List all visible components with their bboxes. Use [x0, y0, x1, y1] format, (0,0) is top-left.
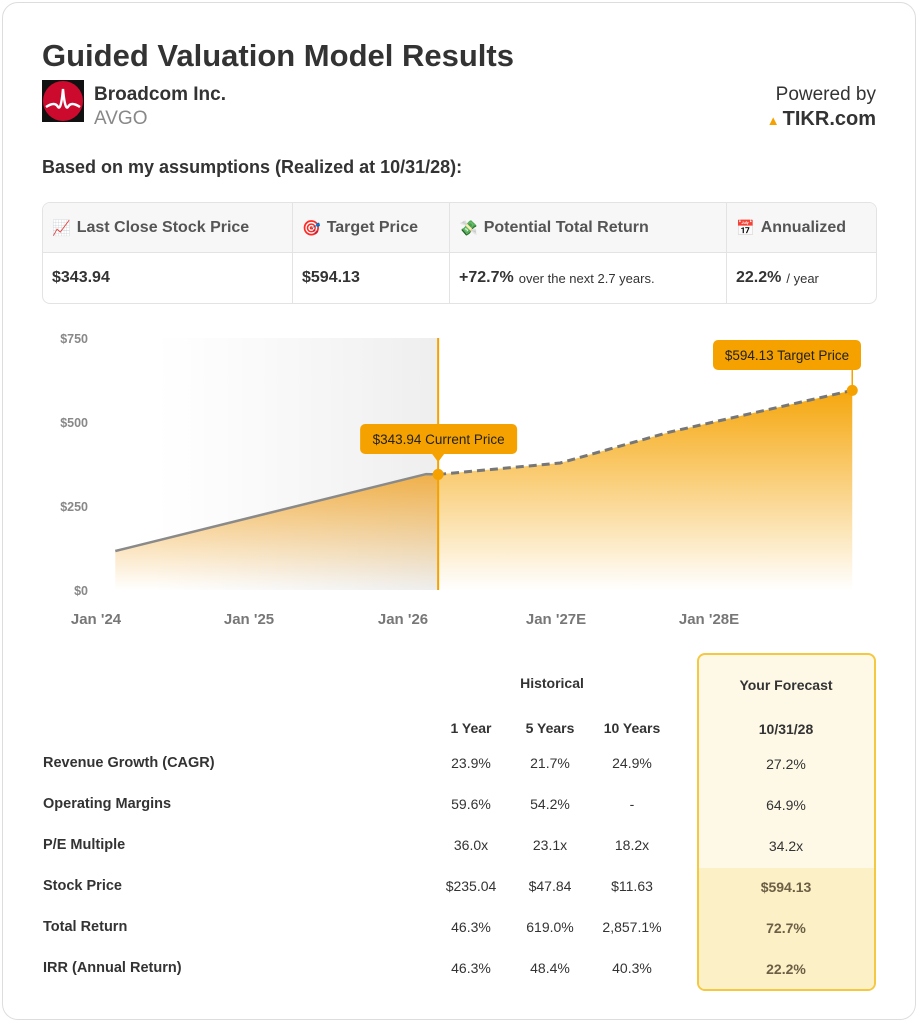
historical-value: 619.0% — [526, 919, 574, 935]
powered-by-label: Powered by — [775, 84, 876, 105]
tikr-brand[interactable]: ▲ TIKR.com — [767, 108, 876, 131]
column-header: 10 Years — [603, 720, 661, 736]
forecast-column — [697, 653, 876, 991]
chart-increasing-icon: 📈 — [52, 219, 71, 237]
historical-value: 36.0x — [453, 837, 489, 853]
historical-value: 23.9% — [451, 755, 491, 771]
row-label: Revenue Growth (CAGR) — [43, 755, 215, 771]
historical-value: 46.3% — [451, 960, 491, 976]
historical-value: 23.1x — [532, 837, 568, 853]
historical-value: $47.84 — [528, 878, 572, 894]
tikr-brand-text: TIKR.com — [782, 108, 876, 130]
historical-value: 46.3% — [451, 919, 491, 935]
forecast-value: 22.2% — [766, 961, 806, 977]
historical-value: 18.2x — [614, 837, 650, 853]
tikr-logo-icon: ▲ — [766, 113, 780, 128]
money-with-wings-icon: 💸 — [459, 219, 478, 237]
historical-header: Historical — [520, 675, 584, 691]
stat-value: 22.2% — [736, 269, 782, 286]
stat-value: +72.7% — [459, 269, 514, 286]
stat-label: Potential Total Return — [483, 218, 649, 236]
stat-last-close: 📈 Last Close Stock Price $343.94 — [43, 203, 293, 303]
row-label: Operating Margins — [43, 796, 172, 812]
row-label: Stock Price — [43, 878, 122, 894]
historical-value: 40.3% — [612, 960, 652, 976]
historical-value: 48.4% — [530, 960, 570, 976]
stat-label: Target Price — [326, 218, 418, 236]
stat-suffix: / year — [786, 270, 819, 286]
row-label: P/E Multiple — [43, 837, 126, 853]
broadcom-logo — [42, 80, 84, 122]
historical-value: 21.7% — [530, 755, 570, 771]
row-label: IRR (Annual Return) — [43, 960, 182, 976]
historical-value: 59.6% — [451, 796, 491, 812]
stat-label: Last Close Stock Price — [76, 218, 250, 236]
forecast-header: Your Forecast — [739, 677, 833, 693]
historical-value: 24.9% — [612, 755, 652, 771]
stat-value: $594.13 — [302, 269, 360, 286]
historical-value: 2,857.1% — [602, 919, 662, 935]
page-title: Guided Valuation Model Results — [42, 38, 514, 73]
stat-label: Annualized — [760, 218, 847, 236]
column-header: 1 Year — [450, 720, 492, 736]
historical-value: $235.04 — [445, 878, 497, 894]
company-ticker: AVGO — [94, 108, 148, 129]
historical-value: 54.2% — [530, 796, 570, 812]
forecast-value: 72.7% — [766, 920, 806, 936]
column-header: 5 Years — [525, 720, 575, 736]
stat-suffix: over the next 2.7 years. — [518, 270, 655, 286]
stat-total-return: 💸 Potential Total Return +72.7% over the n… — [450, 203, 727, 303]
forecast-value: 27.2% — [766, 756, 806, 772]
calendar-icon: 📅 — [736, 219, 755, 237]
forecast-value: 64.9% — [766, 797, 806, 813]
stat-target-price: 🎯 Target Price $594.13 — [293, 203, 450, 303]
forecast-value: 34.2x — [768, 838, 804, 854]
historical-value: $11.63 — [611, 878, 653, 894]
assumption-heading: Based on my assumptions (Realized at 10/… — [42, 157, 463, 177]
stat-value: $343.94 — [52, 269, 110, 286]
row-label: Total Return — [43, 919, 128, 935]
forecast-date: 10/31/28 — [758, 721, 814, 737]
historical-value: - — [629, 796, 635, 812]
company-name: Broadcom Inc. — [94, 84, 226, 105]
summary-stats: 📈 Last Close Stock Price $343.94 🎯 Target … — [42, 202, 877, 304]
target-icon: 🎯 — [302, 219, 321, 237]
forecast-value: $594.13 — [760, 879, 812, 895]
stat-annualized: 📅 Annualized 22.2% / year — [727, 203, 876, 303]
